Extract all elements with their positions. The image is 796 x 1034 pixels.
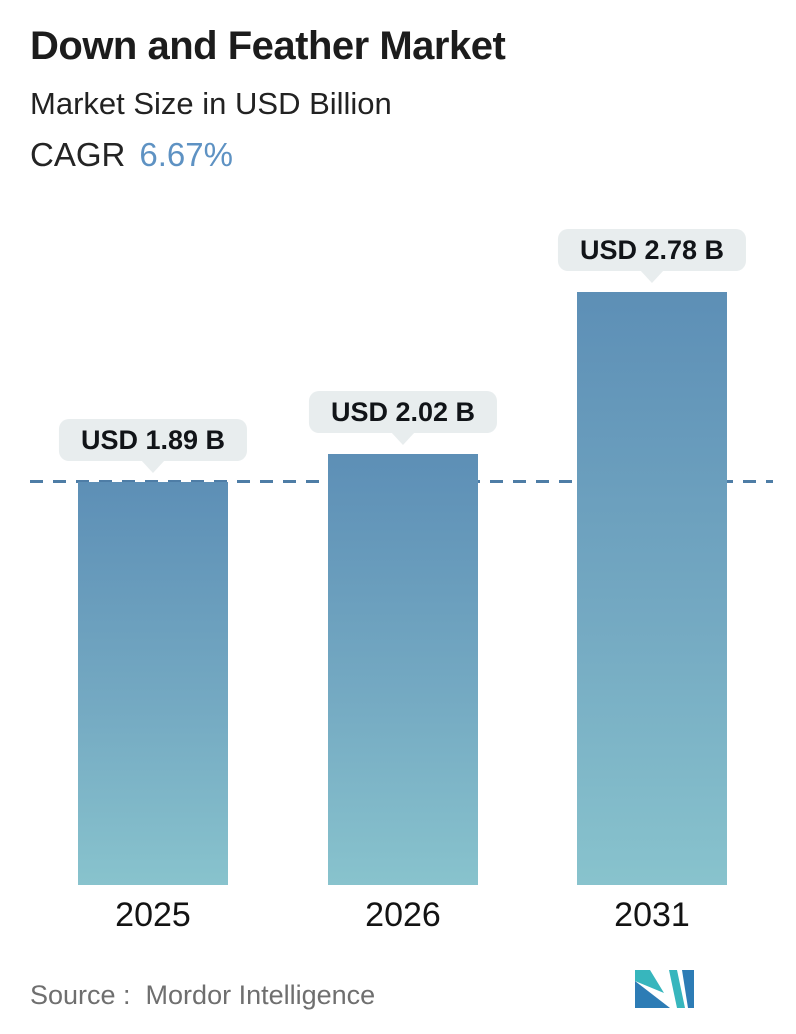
mordor-intelligence-logo bbox=[635, 970, 694, 1008]
bar-2031 bbox=[577, 292, 727, 885]
logo-blue-left-triangle bbox=[635, 981, 670, 1008]
chart-subtitle: Market Size in USD Billion bbox=[30, 86, 392, 121]
logo-teal-right-band bbox=[669, 970, 685, 1008]
logo-blue-right-band bbox=[682, 970, 694, 1008]
value-bubble-2026: USD 2.02 B bbox=[308, 391, 498, 445]
cagr-label: CAGR bbox=[30, 136, 126, 173]
x-axis-label-2031: 2031 bbox=[614, 896, 690, 934]
cagr-value: 6.67% bbox=[139, 136, 233, 173]
page-title: Down and Feather Market bbox=[30, 24, 506, 68]
value-label: USD 2.02 B bbox=[330, 397, 476, 427]
value-label: USD 2.78 B bbox=[579, 235, 725, 265]
value-bubble-2025: USD 1.89 B bbox=[58, 419, 248, 473]
x-axis-label-2025: 2025 bbox=[115, 896, 191, 934]
bubble-tail bbox=[640, 270, 664, 283]
bar-2026 bbox=[328, 454, 478, 885]
value-label: USD 1.89 B bbox=[80, 425, 226, 455]
bar-2025 bbox=[78, 482, 228, 885]
source-attribution: Source : Mordor Intelligence bbox=[30, 980, 376, 1010]
bubble-tail bbox=[391, 432, 415, 445]
bubble-tail bbox=[141, 460, 165, 473]
logo-teal-left-wedge bbox=[635, 970, 664, 993]
cagr-row: CAGR 6.67% bbox=[30, 136, 233, 174]
x-axis-label-2026: 2026 bbox=[365, 896, 441, 934]
value-bubble-2031: USD 2.78 B bbox=[557, 229, 747, 283]
